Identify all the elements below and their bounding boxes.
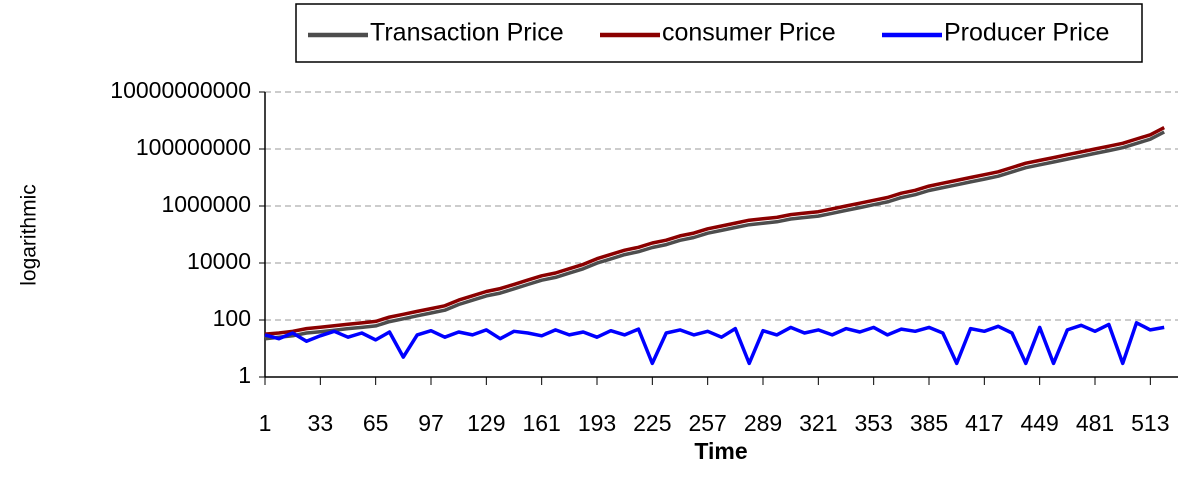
x-tick-label: 481 <box>1076 410 1114 436</box>
x-tick-label: 257 <box>688 410 726 436</box>
x-tick-label: 1 <box>259 410 272 436</box>
y-tick-label: 10000000000 <box>110 77 251 103</box>
legend-label: Transaction Price <box>370 19 564 47</box>
x-tick-label: 513 <box>1131 410 1169 436</box>
x-tick-label: 33 <box>308 410 334 436</box>
x-tick-label: 417 <box>965 410 1003 436</box>
line-series <box>264 130 1166 341</box>
legend-label: Producer Price <box>944 19 1109 47</box>
x-tick-label: 385 <box>910 410 948 436</box>
line-series <box>264 321 1165 366</box>
legend-box <box>295 3 1143 63</box>
y-tick-label: 100 <box>213 305 251 331</box>
y-tick-label: 100000000 <box>136 134 251 160</box>
y-axis-label: logarithmic <box>18 184 41 286</box>
y-tick-label: 10000 <box>187 248 251 274</box>
x-tick-label: 225 <box>633 410 671 436</box>
x-axis-label: Time <box>694 438 747 464</box>
line-series <box>264 126 1166 336</box>
y-tick-label: 1 <box>238 362 251 388</box>
x-tick-label: 289 <box>744 410 782 436</box>
x-tick-label: 321 <box>799 410 837 436</box>
x-tick-label: 161 <box>522 410 560 436</box>
x-tick-label: 129 <box>467 410 505 436</box>
x-tick-label: 449 <box>1020 410 1058 436</box>
x-tick-label: 193 <box>578 410 616 436</box>
x-tick-label: 353 <box>854 410 892 436</box>
legend-label: consumer Price <box>662 19 836 47</box>
y-tick-label: 1000000 <box>161 191 251 217</box>
x-tick-label: 65 <box>363 410 389 436</box>
x-tick-label: 97 <box>418 410 444 436</box>
